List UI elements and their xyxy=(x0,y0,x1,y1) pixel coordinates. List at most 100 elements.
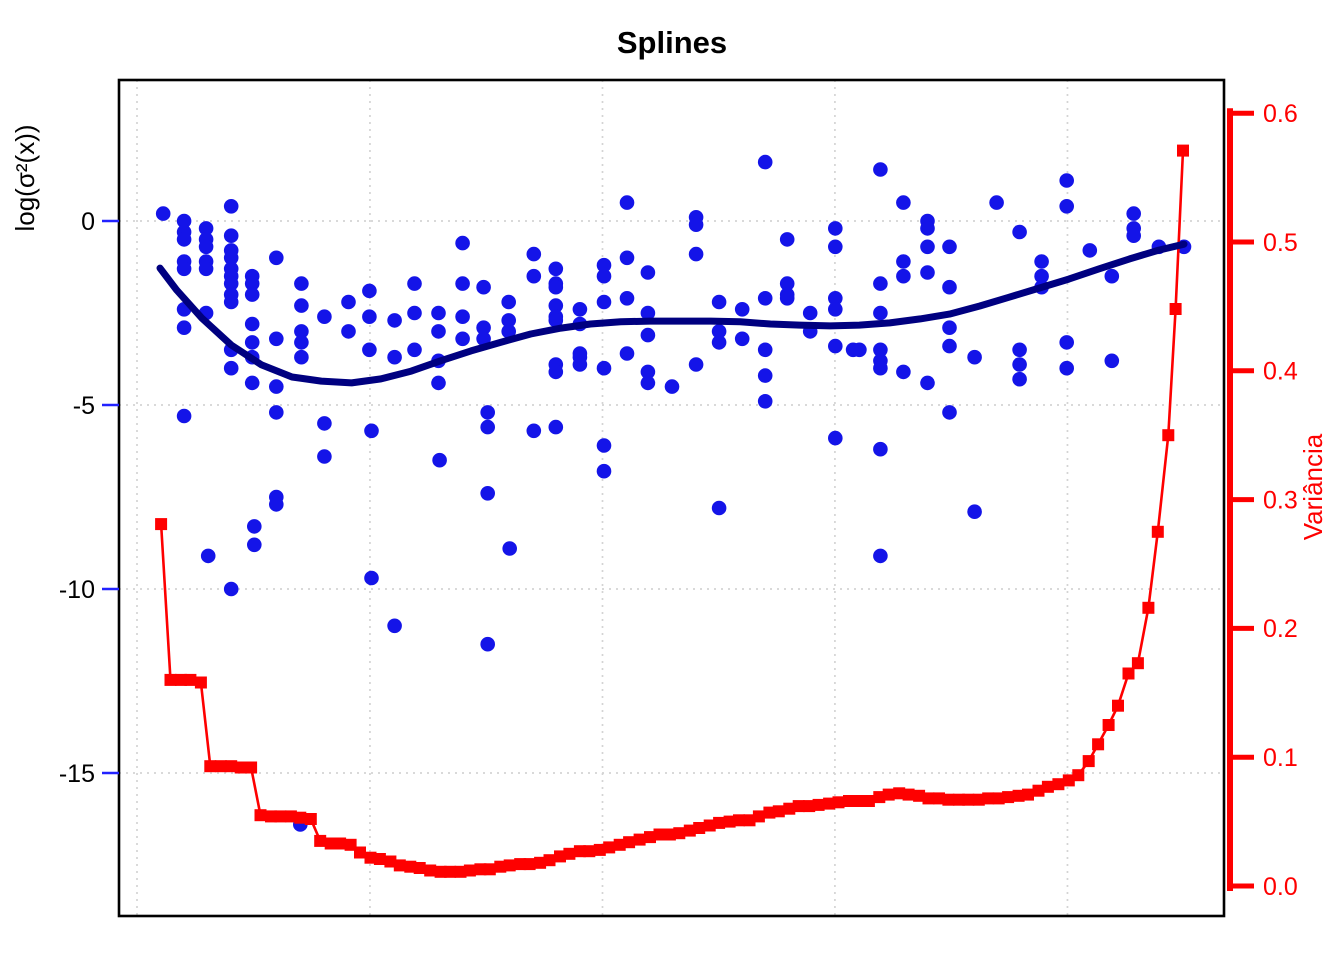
scatter-point xyxy=(572,357,588,372)
scatter-point xyxy=(362,342,377,358)
variance-point xyxy=(424,864,437,877)
variance-point xyxy=(713,816,726,829)
variance-point xyxy=(404,860,417,873)
variance-point xyxy=(304,813,317,825)
scatter-point xyxy=(1034,268,1049,284)
plot-frame-layer xyxy=(117,78,1226,918)
scatter-point xyxy=(920,265,935,280)
variance-point xyxy=(933,792,945,805)
scatter-point xyxy=(198,221,214,236)
scatter-point xyxy=(455,276,470,291)
scatter-point xyxy=(688,357,704,372)
scatter-point xyxy=(244,316,260,332)
scatter-point xyxy=(873,162,888,177)
scatter-point xyxy=(501,313,516,328)
scatter-point xyxy=(223,228,239,243)
scatter-point xyxy=(431,305,446,321)
scatter-point xyxy=(596,360,612,376)
plot-border xyxy=(117,78,1226,918)
right-tick-label: 0.0 xyxy=(1263,873,1298,901)
variance-point xyxy=(823,797,836,810)
scatter-point xyxy=(711,294,727,310)
axes-layer: 0 -5 -10 -15 0.6 0.5 0.4 0.3 0.2 0.1 0.0 xyxy=(59,100,1298,901)
scatter-point xyxy=(294,324,309,339)
variance-point xyxy=(344,838,357,851)
scatter-point xyxy=(223,250,239,266)
gridlines-layer xyxy=(119,80,1224,916)
variance-point xyxy=(902,788,915,801)
variance-point xyxy=(483,863,496,876)
scatter-point xyxy=(640,265,656,280)
variance-point xyxy=(1177,144,1189,157)
scatter-point xyxy=(501,324,516,339)
variance-point xyxy=(503,859,516,872)
scatter-point xyxy=(176,232,192,247)
scatter-point xyxy=(596,257,612,273)
variance-point xyxy=(155,518,168,531)
variance-point xyxy=(992,792,1005,805)
scatter-point xyxy=(896,364,911,380)
variance-point xyxy=(324,837,337,850)
scatter-point xyxy=(501,294,516,310)
scatter-point xyxy=(1126,206,1141,221)
variance-point xyxy=(274,810,287,823)
variance-point xyxy=(803,800,816,813)
scatter-point xyxy=(640,327,656,343)
scatter-point xyxy=(480,636,496,652)
scatter-point xyxy=(1012,371,1027,387)
scatter-point xyxy=(779,291,795,306)
variance-series xyxy=(155,144,1189,878)
variance-point xyxy=(752,810,765,823)
variance-point xyxy=(474,863,487,876)
chart-title: Splines xyxy=(617,25,727,60)
scatter-point xyxy=(548,279,564,295)
scatter-point xyxy=(1034,254,1049,269)
right-tick-label: 0.4 xyxy=(1263,358,1298,386)
scatter-point xyxy=(223,276,239,291)
variance-point xyxy=(194,676,207,689)
variance-point xyxy=(962,793,975,806)
variance-point xyxy=(683,824,696,837)
variance-point xyxy=(942,793,955,806)
variance-point xyxy=(1032,784,1045,797)
scatter-point xyxy=(873,305,888,321)
scatter-point xyxy=(640,305,656,321)
scatter-point xyxy=(223,294,239,310)
scatter-point xyxy=(198,239,214,255)
variance-point xyxy=(703,819,716,832)
scatter-point xyxy=(341,324,356,339)
variance-point xyxy=(1002,791,1015,804)
scatter-point xyxy=(619,195,635,210)
variance-point xyxy=(265,810,277,823)
scatter-point xyxy=(269,250,284,266)
scatter-point xyxy=(548,313,564,328)
scatter-point xyxy=(1059,360,1074,376)
scatter-point xyxy=(757,368,773,383)
scatter-point xyxy=(476,279,491,295)
scatter-point xyxy=(1082,243,1098,258)
variance-point xyxy=(792,800,805,813)
scatter-point xyxy=(896,254,911,269)
scatter-point xyxy=(480,486,496,501)
scatter-point xyxy=(269,405,284,420)
scatter-point xyxy=(619,250,635,266)
scatter-point xyxy=(688,217,704,232)
scatter-point xyxy=(176,408,192,424)
variance-point xyxy=(673,827,686,840)
scatter-point xyxy=(734,302,750,317)
right-axis-title: Variância xyxy=(1298,433,1328,540)
variance-point xyxy=(523,858,536,871)
variance-point xyxy=(204,760,217,773)
scatter-point xyxy=(1059,335,1074,350)
scatter-point xyxy=(942,405,957,420)
scatter-point xyxy=(341,294,356,310)
scatter-point xyxy=(873,441,888,457)
scatter-point xyxy=(455,235,470,251)
variance-point xyxy=(1092,738,1105,751)
scatter-point xyxy=(596,268,612,284)
scatter-point xyxy=(896,268,911,284)
variance-point xyxy=(733,814,745,827)
variance-point xyxy=(164,673,177,686)
scatter-point xyxy=(223,199,239,214)
